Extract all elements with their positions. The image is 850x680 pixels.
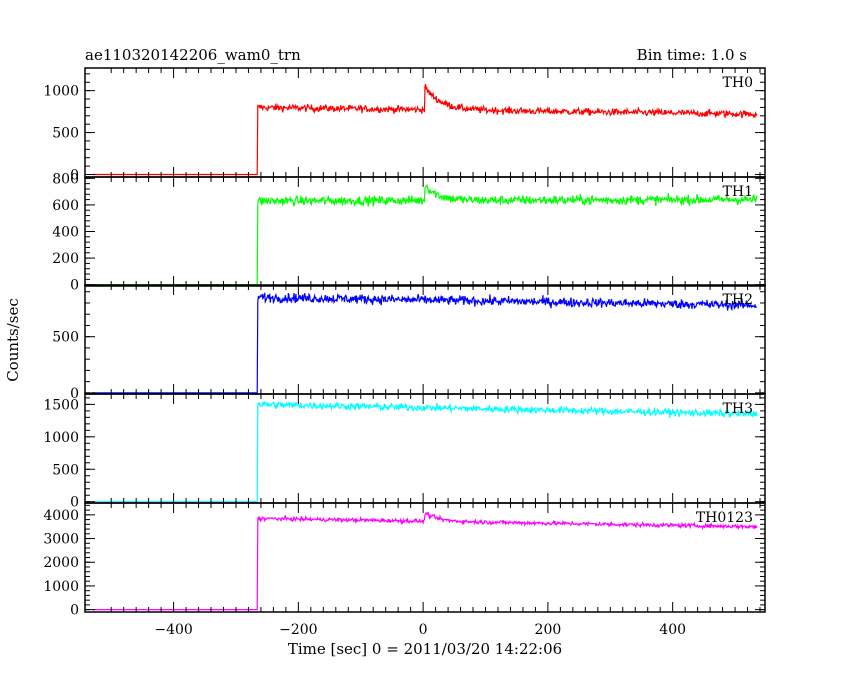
y-tick-label: 200 <box>52 251 79 267</box>
bin-time-label: Bin time: 1.0 s <box>637 46 747 64</box>
y-tick-label: 0 <box>70 386 79 402</box>
series-line-th3 <box>92 400 758 503</box>
panels-group: 0 500 1000 TH0 0 200 400 600 800 TH1 0 500 TH2 0 500 10… <box>43 67 766 638</box>
panel-th0: 0 500 1000 TH0 <box>43 67 766 183</box>
x-tick-label: 200 <box>535 622 562 638</box>
panel-th2: 0 500 TH2 <box>52 284 766 402</box>
panel-name-label: TH3 <box>723 401 753 417</box>
y-tick-label: 0 <box>70 603 79 619</box>
panel-th1: 0 200 400 600 800 TH1 <box>52 171 766 294</box>
y-tick-label: 400 <box>52 225 79 241</box>
y-tick-label: 0 <box>70 278 79 294</box>
x-tick-label: 0 <box>419 622 428 638</box>
y-tick-label: 500 <box>52 330 79 346</box>
x-tick-label: −400 <box>154 622 192 638</box>
y-tick-label: 0 <box>70 167 79 183</box>
y-tick-label: 1000 <box>43 579 79 595</box>
y-tick-label: 1000 <box>43 84 79 100</box>
series-line-th2 <box>92 291 757 394</box>
series-line-th1 <box>92 183 758 286</box>
y-tick-label: 0 <box>70 495 79 511</box>
y-tick-label: 1000 <box>43 430 79 446</box>
chart-title: ae110320142206_wam0_trn <box>85 46 301 64</box>
series-line-th0123 <box>92 511 758 611</box>
x-axis-label: Time [sec] 0 = 2011/03/20 14:22:06 <box>288 640 562 658</box>
panel-th0123: 0 1000 2000 3000 4000 TH0123 <box>43 502 766 619</box>
y-tick-label: 500 <box>52 462 79 478</box>
x-tick-label: 400 <box>659 622 686 638</box>
x-tick-label: −200 <box>279 622 317 638</box>
y-axis-label: Counts/sec <box>4 298 22 382</box>
series-line-th0 <box>92 84 758 176</box>
y-tick-label: 3000 <box>43 532 79 548</box>
y-tick-label: 600 <box>52 198 79 214</box>
y-tick-label: 1500 <box>43 397 79 413</box>
panel-name-label: TH1 <box>723 184 753 200</box>
y-tick-label: 500 <box>52 126 79 142</box>
panel-name-label: TH2 <box>723 292 753 308</box>
panel-th3: 0 500 1000 1500 TH3 <box>43 393 766 511</box>
y-tick-label: 800 <box>52 171 79 187</box>
y-tick-label: 2000 <box>43 555 79 571</box>
panel-name-label: TH0 <box>723 75 753 91</box>
panel-name-label: TH0123 <box>696 510 753 526</box>
y-tick-label: 4000 <box>43 508 79 524</box>
